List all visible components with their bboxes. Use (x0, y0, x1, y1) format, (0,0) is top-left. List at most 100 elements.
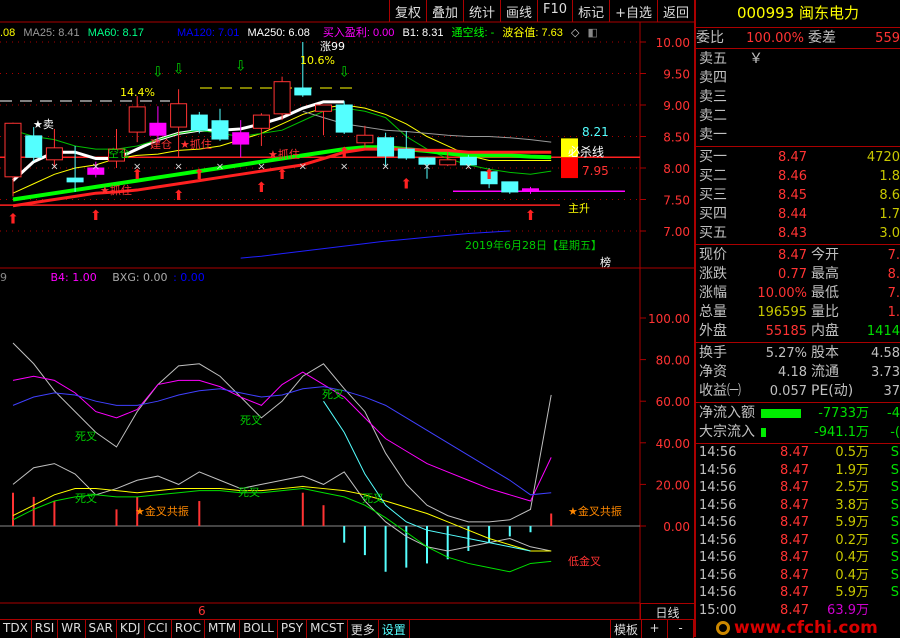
draw-button[interactable]: 画线 (500, 0, 537, 22)
tick-list[interactable]: 14:56 8.47 0.5万 S 14:56 8.47 1.9万 S 14:56 8.47 2.5… (696, 444, 900, 619)
weibi-value: 100.00% (746, 31, 804, 46)
tab-rsi[interactable]: RSI (32, 620, 59, 638)
stat-label: 流通 (811, 364, 839, 380)
add-watchlist-button[interactable]: +自选 (609, 0, 657, 22)
level-volume (793, 50, 900, 69)
ma60-value: MA60: 8.17 (87, 27, 144, 39)
fund-row: 净资 4.18 流通 3.73 (696, 363, 900, 382)
back-button[interactable]: 返回 (656, 0, 694, 22)
up-arrow-icon: ⬆ (525, 208, 537, 224)
tab-mtm[interactable]: MTM (205, 620, 241, 638)
tick-volume: 0.4万 (835, 567, 869, 583)
tab-roc[interactable]: ROC (172, 620, 206, 638)
stat-label: 最低 (811, 285, 839, 301)
indicator-annotation: 死叉 (75, 430, 97, 443)
sell-level: 卖三 (696, 88, 900, 107)
tab-mcst[interactable]: MCST (307, 620, 348, 638)
tab-psy[interactable]: PSY (278, 620, 308, 638)
x-marker: × (50, 161, 58, 172)
level-price: 8.43 (778, 226, 807, 241)
candle-body (149, 122, 167, 136)
kline-chart[interactable]: 10.00 9.50 9.00 8.50 8.00 7.50 7.00 100.00 80.00… (0, 0, 694, 619)
level-price (745, 126, 793, 145)
stat-label: 最高 (811, 266, 839, 282)
b4-value: B4: 1.00 (50, 271, 97, 284)
stock-name: 闽东电力 (799, 4, 860, 22)
tongkong-value: 通空线: - (451, 27, 495, 39)
stat-label: 内盘 (811, 323, 839, 339)
fund-row: 收益㈠ 0.057 PE(动) 37 (696, 382, 900, 401)
quote-row: 现价 8.47 今开 7. (696, 246, 900, 265)
page-number: 6 (198, 604, 206, 618)
flow-row: 大宗流入 -941.1万 -( (696, 423, 900, 442)
tab-sar[interactable]: SAR (86, 620, 117, 638)
tick-side: S (890, 532, 899, 548)
ma-line-ma60 (12, 145, 552, 202)
indicator-annotation: ★金叉共振 (568, 504, 622, 518)
sell-level: 卖一 (696, 126, 900, 145)
stock-code: 000993 (736, 4, 795, 22)
tab-kdj[interactable]: KDJ (117, 620, 145, 638)
f10-button[interactable]: F10 (537, 0, 572, 22)
tick-row: 14:56 8.47 0.4万 S (696, 549, 900, 567)
tick-volume: 63.9万 (827, 602, 869, 618)
up-arrow-icon: ⬆ (483, 167, 495, 183)
level-label: 买三 (699, 187, 727, 203)
tick-row: 14:56 8.47 0.4万 S (696, 567, 900, 585)
level-price (745, 107, 793, 126)
ma-legend: .08 MA25: 8.41 MA60: 8.17 MA120: 7.01 MA… (0, 24, 603, 40)
tab-settings[interactable]: 设置 (379, 620, 410, 638)
price-tick-label: 9.00 (663, 99, 690, 113)
ma-line-ma120 (240, 230, 510, 259)
candle-body (128, 106, 146, 133)
mark-button[interactable]: 标记 (572, 0, 609, 22)
up-arrow-icon: ⬆ (90, 208, 102, 224)
candle-body (170, 103, 188, 128)
signal-text: 必杀线 (568, 144, 604, 159)
indicator-plot (12, 342, 553, 573)
stat-label: 涨跌 (699, 266, 727, 282)
flow-bar (761, 409, 801, 418)
tab-cci[interactable]: CCI (145, 620, 172, 638)
stats-button[interactable]: 统计 (463, 0, 500, 22)
tick-row: 14:56 8.47 0.5万 S (696, 444, 900, 462)
zoom-out-button[interactable]: - (668, 620, 694, 638)
up-arrow-icon: ⬆ (7, 211, 19, 227)
level-price (745, 69, 793, 88)
fuquan-button[interactable]: 复权 (388, 0, 426, 22)
stat-value: 196595 (757, 305, 807, 320)
level-volume (793, 69, 900, 88)
tick-price: 8.47 (780, 515, 809, 530)
flow-value: -941.1万 (814, 425, 869, 440)
flow-bar (761, 428, 766, 437)
tab-tdx[interactable]: TDX (0, 620, 32, 638)
level-label: 买四 (699, 206, 727, 222)
tick-price: 8.47 (780, 585, 809, 600)
stat-value: 7. (887, 286, 900, 301)
level-volume (793, 88, 900, 107)
template-button[interactable]: 模板 (609, 620, 642, 638)
flow-value-2: -( (890, 425, 900, 440)
tick-time: 14:56 (699, 515, 737, 530)
level-label: 卖一 (699, 127, 727, 143)
diamond-icon[interactable]: ◇ (570, 27, 580, 39)
level-volume: 8.6 (879, 188, 900, 203)
tick-side: S (890, 462, 899, 478)
ma-prev: .08 (0, 27, 16, 39)
tick-price: 8.47 (780, 532, 809, 548)
up-arrow-icon: ⬆ (400, 177, 412, 193)
overlay-button[interactable]: 叠加 (425, 0, 463, 22)
period-selector[interactable]: 日线 (640, 603, 694, 620)
level-label: 卖四 (699, 70, 727, 86)
signal-upper-label: 8.21 (582, 125, 609, 139)
tab-boll[interactable]: BOLL (240, 620, 278, 638)
level-label: 买一 (699, 149, 727, 165)
tick-time: 14:56 (699, 445, 737, 460)
tab-more[interactable]: 更多 (348, 620, 379, 638)
tab-wr[interactable]: WR (58, 620, 86, 638)
chart-annotation: ★抓住 (268, 147, 300, 161)
candle-body (66, 177, 84, 183)
zoom-in-button[interactable]: + (642, 620, 668, 638)
x-marker: × (216, 161, 224, 172)
window-toggle-icon[interactable]: ◧ (587, 27, 598, 39)
